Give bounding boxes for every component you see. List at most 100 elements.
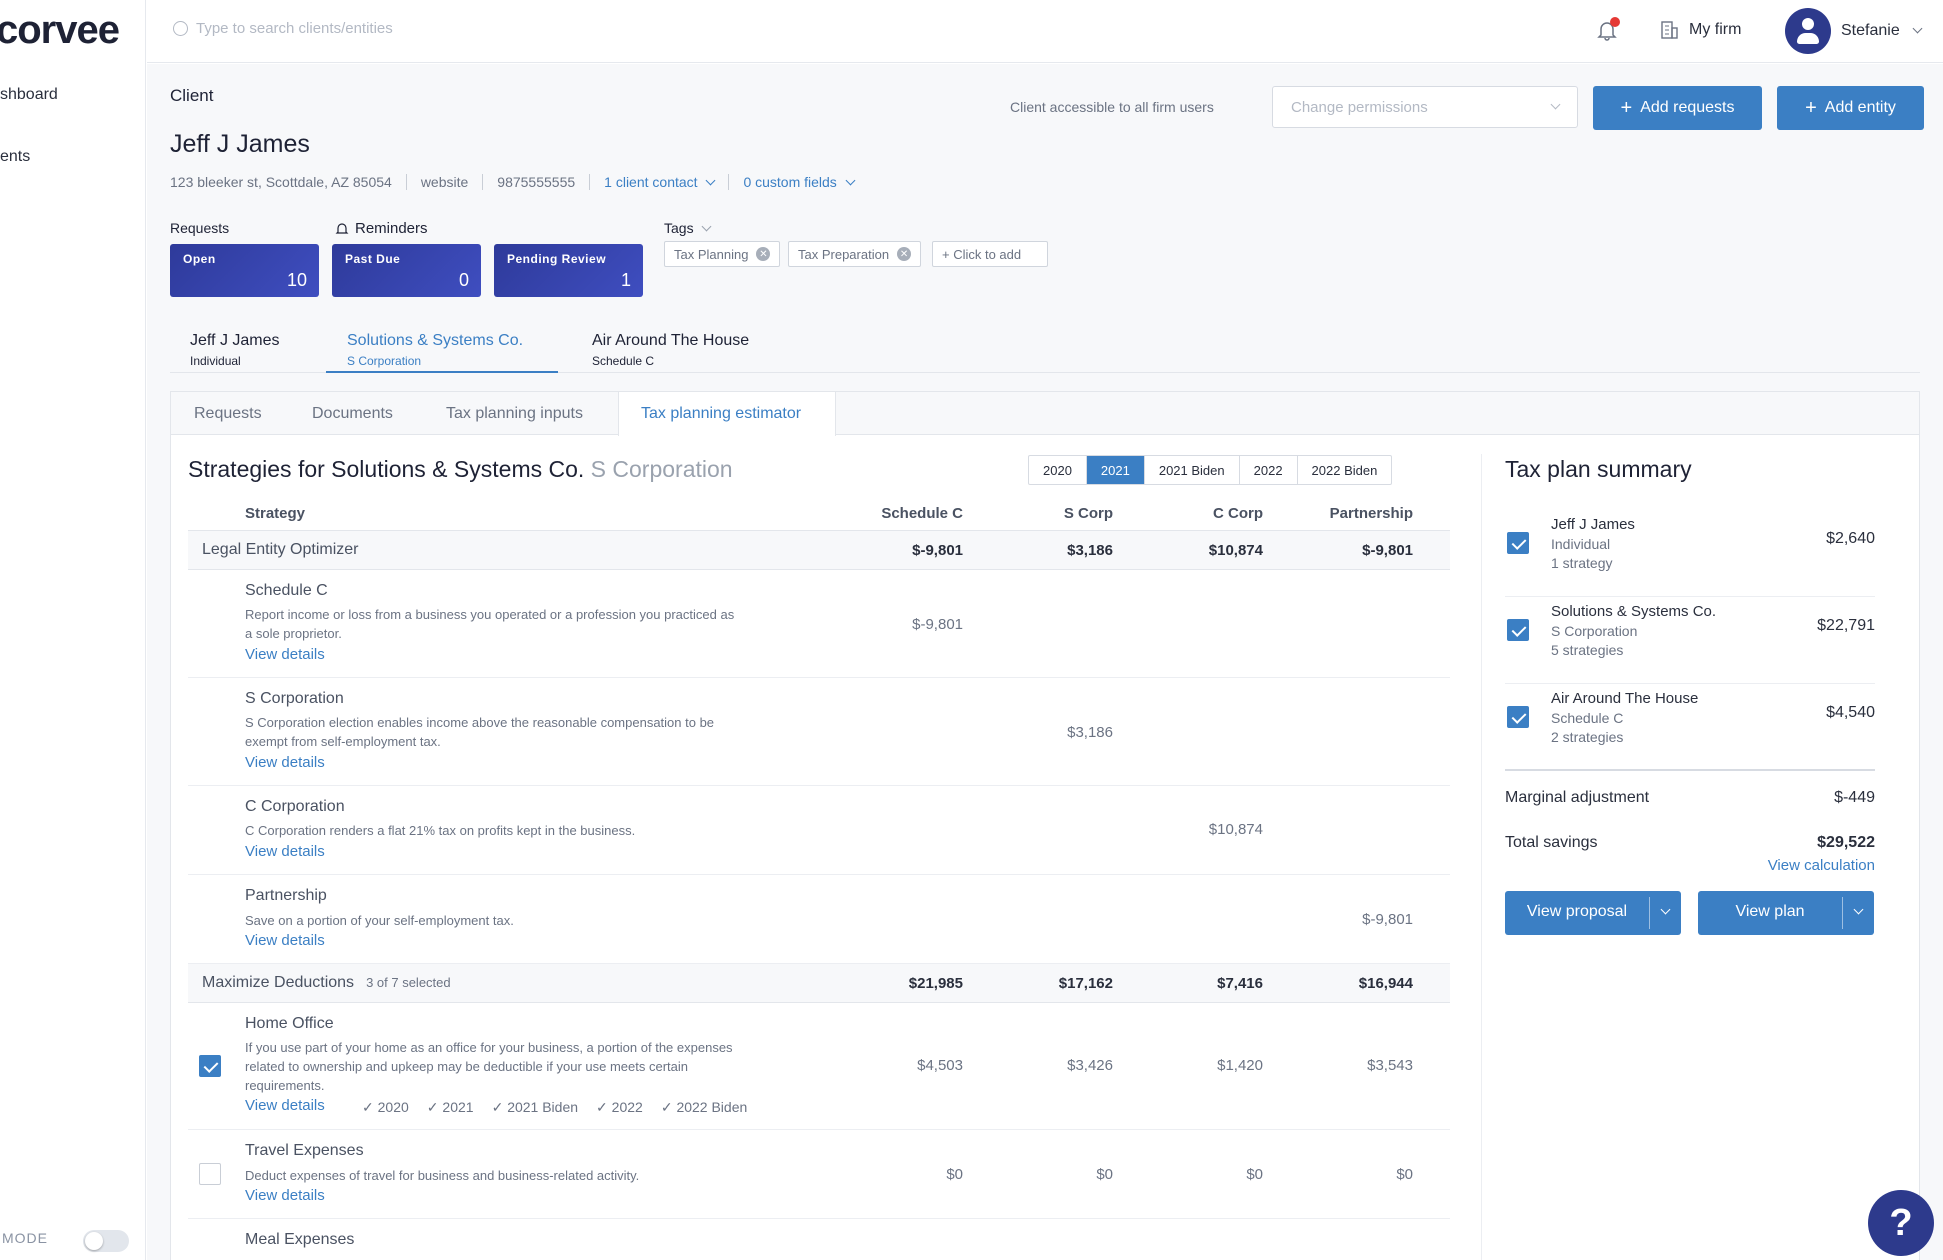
view-plan-button[interactable]: View plan bbox=[1698, 891, 1874, 935]
year-2021-biden[interactable]: 2021 Biden bbox=[1145, 456, 1240, 484]
entity-tab-air-around-the-house[interactable]: Air Around The House Schedule C bbox=[592, 332, 749, 368]
past-due-count: 0 bbox=[458, 270, 469, 290]
summary-checkbox[interactable] bbox=[1507, 532, 1529, 554]
strategy-desc: exempt from self-employment tax. bbox=[245, 734, 441, 749]
column-c-corp: C Corp bbox=[1213, 505, 1263, 522]
pending-review-count: 1 bbox=[620, 270, 631, 290]
group-maximize-deductions[interactable]: Maximize Deductions 3 of 7 selected $21,9… bbox=[188, 964, 1450, 1003]
remove-tag-icon[interactable]: ✕ bbox=[897, 247, 912, 261]
summary-checkbox[interactable] bbox=[1507, 619, 1529, 641]
table-row: Meal Expenses bbox=[188, 1219, 1450, 1259]
view-details-link[interactable]: View details bbox=[245, 646, 325, 663]
search-placeholder: Type to search clients/entities bbox=[196, 20, 393, 37]
view-proposal-dropdown[interactable] bbox=[1649, 897, 1681, 929]
tab-tax-planning-estimator[interactable]: Tax planning estimator bbox=[641, 405, 802, 422]
view-details-link[interactable]: View details bbox=[245, 1097, 325, 1114]
strategy-desc: C Corporation renders a flat 21% tax on … bbox=[245, 823, 636, 838]
tab-tax-planning-inputs[interactable]: Tax planning inputs bbox=[446, 405, 583, 422]
column-s-corp: S Corp bbox=[1063, 505, 1113, 522]
year-2021[interactable]: 2021 bbox=[1086, 456, 1145, 484]
summary-entity-name: Solutions & Systems Co. bbox=[1551, 603, 1717, 620]
open-count: 10 bbox=[286, 270, 307, 290]
my-firm-link[interactable]: My firm bbox=[1659, 20, 1741, 40]
app-logo[interactable]: corvee bbox=[0, 8, 120, 52]
custom-fields-dropdown[interactable]: 0 custom fields bbox=[743, 174, 856, 190]
past-due-label: Past Due bbox=[345, 252, 401, 266]
sidebar-item-dashboard[interactable]: shboard bbox=[0, 86, 58, 103]
tag-tax-planning[interactable]: Tax Planning ✕ bbox=[664, 241, 781, 267]
year-check-2021: ✓ 2021 bbox=[426, 1099, 474, 1115]
year-check-2022: ✓ 2022 bbox=[596, 1099, 643, 1115]
view-details-link[interactable]: View details bbox=[245, 1187, 325, 1204]
summary-entity-type: S Corporation bbox=[1551, 623, 1638, 639]
summary-row: Jeff J James Individual 1 strategy $2,64… bbox=[1505, 510, 1875, 597]
strategy-title: Schedule C bbox=[245, 582, 328, 599]
chevron-down-icon bbox=[1550, 99, 1561, 110]
user-menu[interactable]: Stefanie bbox=[1841, 22, 1923, 40]
column-strategy: Strategy bbox=[245, 505, 306, 522]
mode-label: MODE bbox=[2, 1230, 48, 1246]
active-subtab-bg bbox=[618, 391, 836, 436]
access-text: Client accessible to all firm users bbox=[1010, 99, 1214, 115]
tab-documents[interactable]: Documents bbox=[312, 405, 393, 422]
view-details-link[interactable]: View details bbox=[245, 932, 325, 949]
summary-divider bbox=[1481, 454, 1482, 1260]
view-details-link[interactable]: View details bbox=[245, 843, 325, 860]
strategy-title: S Corporation bbox=[245, 690, 344, 707]
home-office-checkbox[interactable] bbox=[199, 1055, 221, 1077]
permissions-select[interactable]: Change permissions bbox=[1272, 86, 1578, 128]
remove-tag-icon[interactable]: ✕ bbox=[756, 247, 771, 261]
mode-toggle[interactable] bbox=[83, 1230, 129, 1252]
strategy-desc: a sole proprietor. bbox=[245, 626, 342, 641]
travel-expenses-checkbox[interactable] bbox=[199, 1163, 221, 1185]
year-check-2022-biden: ✓ 2022 Biden bbox=[660, 1099, 748, 1115]
past-due-box[interactable]: Past Due 0 bbox=[332, 244, 481, 297]
sidebar-item-clients[interactable]: ents bbox=[0, 148, 31, 165]
table-row: Partnership Save on a portion of your se… bbox=[188, 875, 1450, 964]
entity-tab-jeff-j-james[interactable]: Jeff J James Individual bbox=[190, 332, 280, 368]
tag-tax-preparation[interactable]: Tax Preparation ✕ bbox=[788, 241, 922, 267]
client-contact-dropdown[interactable]: 1 client contact bbox=[604, 174, 716, 190]
avatar[interactable] bbox=[1785, 8, 1831, 54]
notification-bell-icon[interactable] bbox=[1596, 17, 1620, 41]
client-website[interactable]: website bbox=[420, 174, 469, 190]
tags-label[interactable]: Tags bbox=[664, 220, 712, 236]
help-button[interactable]: ? bbox=[1868, 1190, 1934, 1256]
my-firm-label: My firm bbox=[1689, 21, 1742, 38]
add-entity-label: Add entity bbox=[1824, 99, 1896, 116]
sub-tabs: Requests Documents Tax planning inputs T… bbox=[171, 391, 1919, 436]
view-plan-dropdown[interactable] bbox=[1842, 897, 1874, 929]
pending-review-box[interactable]: Pending Review 1 bbox=[494, 244, 643, 297]
summary-entity-name: Air Around The House bbox=[1551, 690, 1699, 707]
group-total: $10,874 bbox=[1208, 542, 1263, 559]
summary-checkbox[interactable] bbox=[1507, 706, 1529, 728]
strategy-value: $0 bbox=[1396, 1166, 1413, 1183]
strategy-value: $0 bbox=[946, 1166, 963, 1183]
group-legal-entity-optimizer[interactable]: Legal Entity Optimizer $-9,801 $3,186 $1… bbox=[188, 531, 1450, 570]
year-2020[interactable]: 2020 bbox=[1029, 456, 1087, 484]
view-details-link[interactable]: View details bbox=[245, 754, 325, 771]
search-input[interactable]: Type to search clients/entities bbox=[173, 20, 393, 37]
add-tag-label: + Click to add bbox=[942, 246, 1022, 262]
user-name: Stefanie bbox=[1841, 22, 1900, 39]
year-2022-biden[interactable]: 2022 Biden bbox=[1311, 462, 1378, 478]
view-proposal-button[interactable]: View proposal bbox=[1505, 891, 1681, 935]
strategy-desc: If you use part of your home as an offic… bbox=[245, 1040, 733, 1055]
tab-requests[interactable]: Requests bbox=[194, 405, 262, 422]
add-requests-button[interactable]: + Add requests bbox=[1593, 86, 1762, 130]
view-calculation-link[interactable]: View calculation bbox=[1767, 857, 1875, 874]
reminders-link[interactable]: Reminders bbox=[335, 220, 428, 237]
year-2022[interactable]: 2022 bbox=[1240, 456, 1298, 484]
chevron-down-icon bbox=[1912, 23, 1923, 34]
notification-dot bbox=[1610, 17, 1620, 27]
add-tag-button[interactable]: + Click to add bbox=[932, 241, 1048, 267]
strategy-desc: Save on a portion of your self-employmen… bbox=[245, 913, 514, 928]
strategy-value: $3,426 bbox=[1067, 1057, 1113, 1074]
strategy-title: Travel Expenses bbox=[245, 1142, 364, 1159]
add-entity-button[interactable]: + Add entity bbox=[1777, 86, 1924, 130]
strategy-value: $1,420 bbox=[1217, 1057, 1263, 1074]
open-requests-box[interactable]: Open 10 bbox=[170, 244, 319, 297]
column-partnership: Partnership bbox=[1329, 505, 1413, 522]
strategies-table: Strategy Schedule C S Corp C Corp Partne… bbox=[188, 495, 1450, 1259]
entity-tab-solutions-systems[interactable]: Solutions & Systems Co. S Corporation bbox=[347, 332, 523, 368]
